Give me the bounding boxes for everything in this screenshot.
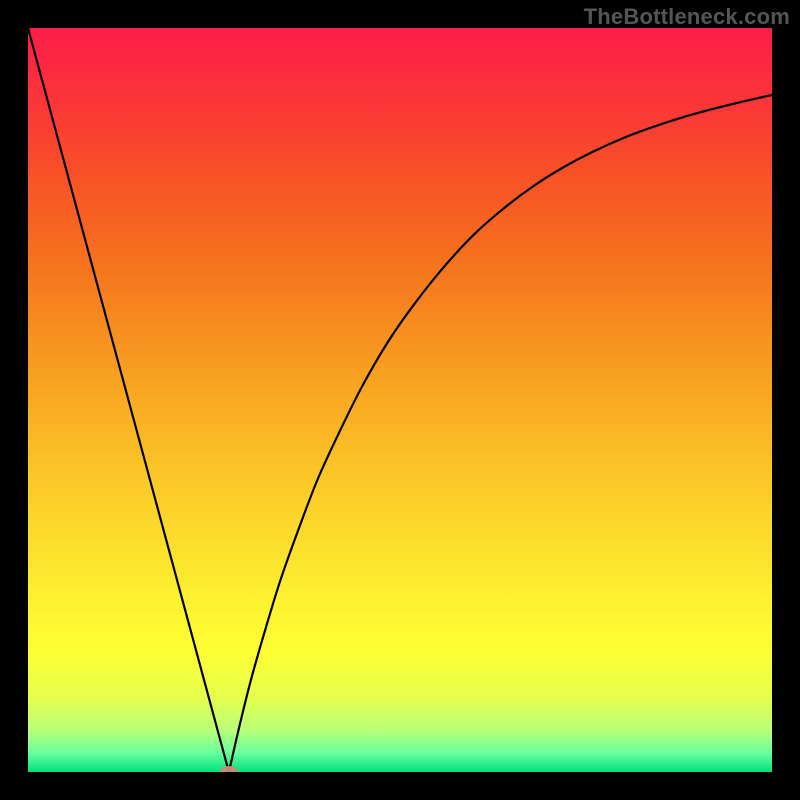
gradient-background — [28, 28, 772, 772]
watermark-text: TheBottleneck.com — [584, 4, 790, 30]
plot-area — [28, 28, 772, 772]
chart-container: TheBottleneck.com — [0, 0, 800, 800]
plot-svg — [28, 28, 772, 772]
